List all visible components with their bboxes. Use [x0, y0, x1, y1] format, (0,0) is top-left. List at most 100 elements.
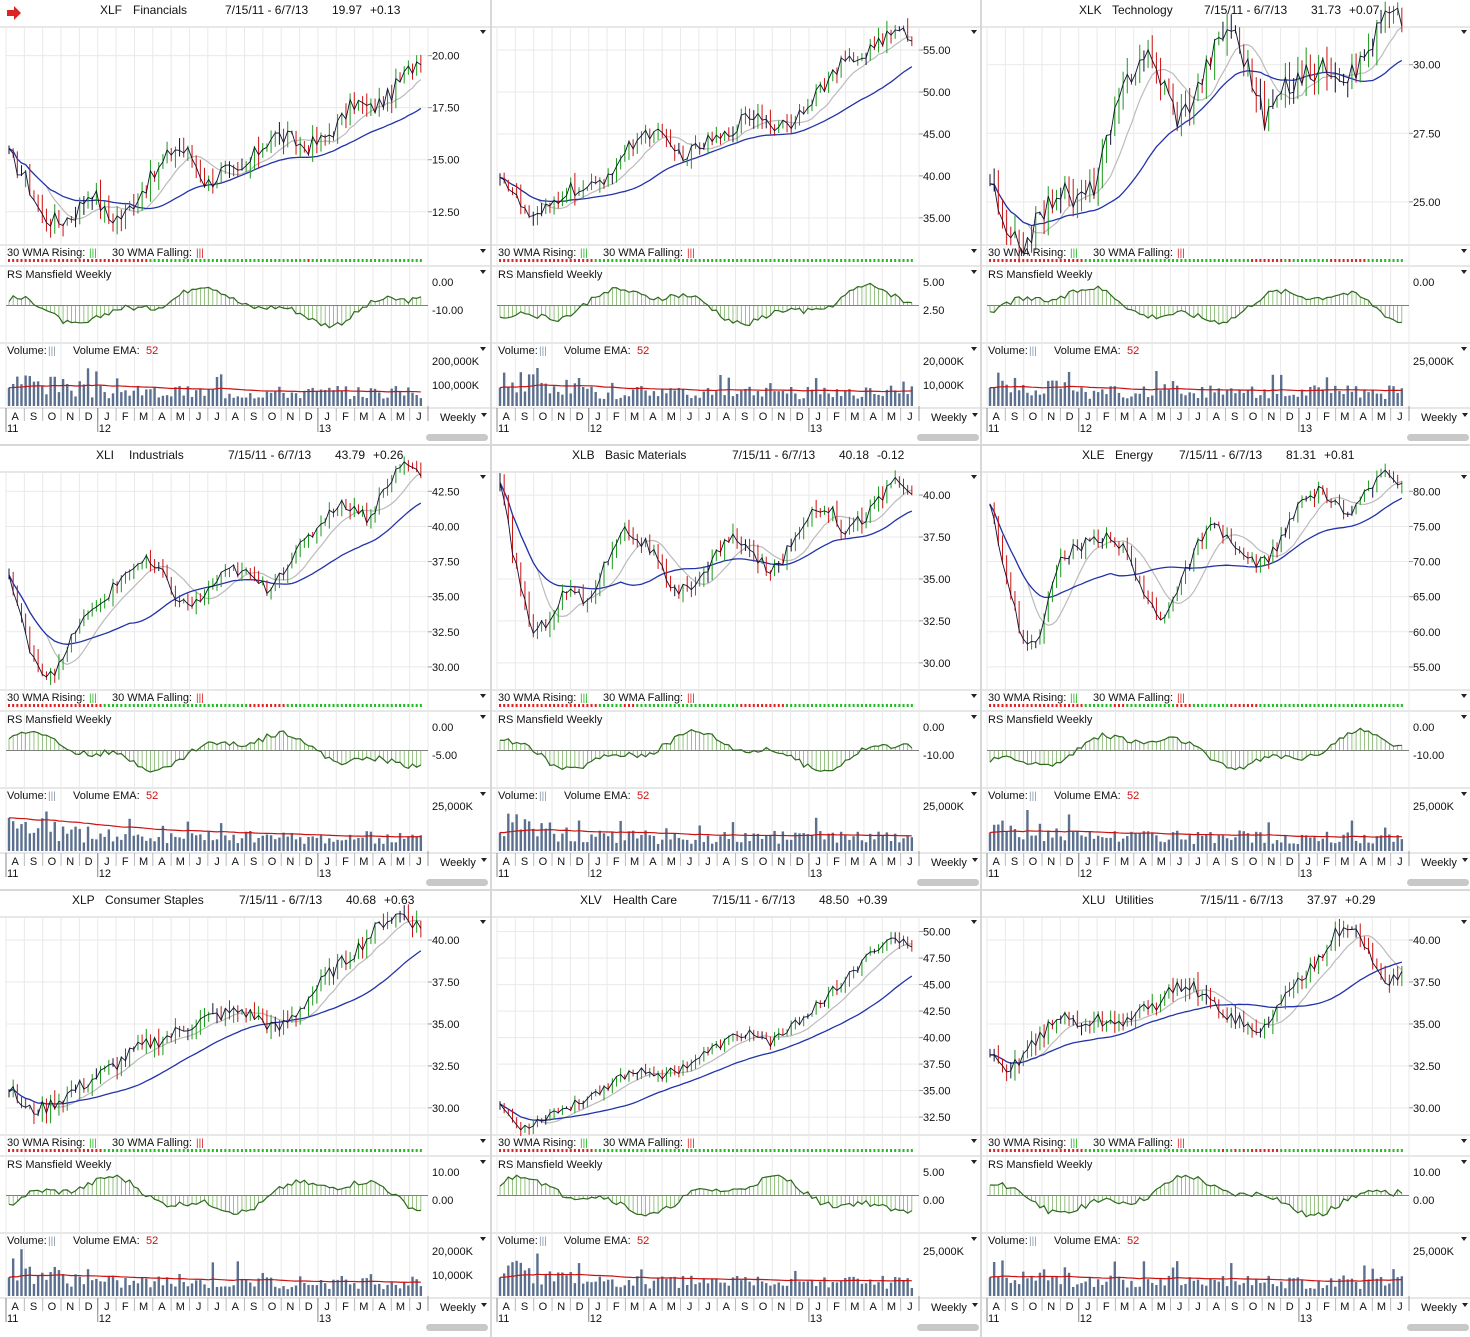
wma-status-dot — [827, 704, 830, 707]
wma-status-dot — [1284, 1149, 1287, 1152]
chart-panel-xli[interactable]: XLI Industrials 7/15/11 - 6/7/13 43.79 +0.26… — [0, 445, 490, 890]
period-selector[interactable]: Weekly — [440, 1302, 476, 1314]
dropdown-icon[interactable] — [481, 858, 487, 862]
row-divider — [0, 444, 1470, 446]
dropdown-icon[interactable] — [1461, 475, 1467, 479]
month-label: N — [557, 856, 565, 868]
horizontal-scrollbar[interactable] — [917, 1324, 979, 1331]
dropdown-icon[interactable] — [971, 920, 977, 924]
chart-panel-xle[interactable]: XLE Energy 7/15/11 - 6/7/13 81.31 +0.81 80.00… — [981, 445, 1470, 890]
volume-bar — [869, 833, 872, 851]
period-selector[interactable]: Weekly — [1421, 1302, 1457, 1314]
wma-status-dot — [661, 704, 664, 707]
volume-bar — [1042, 393, 1046, 406]
dropdown-icon[interactable] — [1461, 920, 1467, 924]
month-label: D — [1066, 411, 1074, 423]
dropdown-icon[interactable] — [481, 413, 487, 417]
horizontal-scrollbar[interactable] — [917, 434, 979, 441]
dropdown-icon[interactable] — [481, 1303, 487, 1307]
chart-svg: XLYConsumer Discretionary7/15/11 - 6/7/1… — [491, 18, 981, 441]
dropdown-icon[interactable] — [971, 475, 977, 479]
dropdown-icon[interactable] — [972, 413, 978, 417]
wma-status-dot — [769, 704, 772, 707]
dropdown-icon[interactable] — [480, 347, 486, 351]
wma-status-dot — [619, 1149, 622, 1152]
volume-bar — [382, 1289, 385, 1296]
dropdown-icon[interactable] — [1461, 30, 1467, 34]
wma-status-dot — [1305, 704, 1308, 707]
dropdown-icon[interactable] — [480, 270, 486, 274]
period-selector[interactable]: Weekly — [440, 857, 476, 869]
dropdown-icon[interactable] — [1462, 858, 1468, 862]
period-selector[interactable]: Weekly — [931, 857, 967, 869]
chart-panel-xlf[interactable]: XLF Financials 7/15/11 - 6/7/13 19.97 +0.13 2… — [0, 0, 490, 445]
horizontal-scrollbar[interactable] — [426, 879, 488, 886]
dropdown-icon[interactable] — [1461, 249, 1467, 253]
dropdown-icon[interactable] — [971, 1139, 977, 1143]
dropdown-icon[interactable] — [1462, 413, 1468, 417]
chart-panel-xlv[interactable]: XLV Health Care 7/15/11 - 6/7/13 48.50 +0.39… — [491, 890, 981, 1335]
volume-bar — [702, 1278, 706, 1296]
dropdown-icon[interactable] — [1461, 1139, 1467, 1143]
volume-bar — [419, 1286, 423, 1296]
wma-status-dot — [286, 1149, 289, 1152]
horizontal-scrollbar[interactable] — [1407, 434, 1469, 441]
dropdown-icon[interactable] — [480, 1139, 486, 1143]
dropdown-icon[interactable] — [1462, 1303, 1468, 1307]
period-selector[interactable]: Weekly — [440, 412, 476, 424]
wma-status-dot — [1084, 259, 1087, 262]
chart-panel-xlb[interactable]: XLB Basic Materials 7/15/11 - 6/7/13 40.18-… — [491, 445, 981, 890]
period-selector[interactable]: Weekly — [931, 412, 967, 424]
period-selector[interactable]: Weekly — [1421, 857, 1457, 869]
wma-status-dot — [1371, 704, 1374, 707]
dropdown-icon[interactable] — [480, 792, 486, 796]
dropdown-icon[interactable] — [971, 792, 977, 796]
horizontal-scrollbar[interactable] — [1407, 879, 1469, 886]
chart-panel-xlp[interactable]: XLP Consumer Staples 7/15/11 - 6/7/13 40.68… — [0, 890, 490, 1335]
dropdown-icon[interactable] — [971, 30, 977, 34]
dropdown-icon[interactable] — [972, 858, 978, 862]
wma-status-dot — [1301, 1149, 1303, 1152]
volume-bar — [1096, 1279, 1100, 1296]
chart-panel-xlk[interactable]: XLK Technology 7/15/11 - 6/7/13 31.73 +0.07 3… — [981, 0, 1470, 445]
wma-status-dot — [265, 704, 268, 707]
chart-panel-xlu[interactable]: XLU Utilities 7/15/11 - 6/7/13 37.97 +0.29 40… — [981, 890, 1470, 1335]
horizontal-scrollbar[interactable] — [1407, 1324, 1469, 1331]
horizontal-scrollbar[interactable] — [426, 434, 488, 441]
dropdown-icon[interactable] — [480, 694, 486, 698]
dropdown-icon[interactable] — [480, 1160, 486, 1164]
wma-status-dot — [519, 704, 522, 707]
dropdown-icon[interactable] — [971, 347, 977, 351]
price-tick-label: 12.50 — [432, 207, 460, 219]
dropdown-icon[interactable] — [971, 249, 977, 253]
period-selector[interactable]: Weekly — [931, 1302, 967, 1314]
wma-status-dot — [161, 259, 164, 262]
dropdown-icon[interactable] — [480, 1237, 486, 1241]
month-label: F — [1103, 856, 1110, 868]
volume-bar — [540, 1284, 543, 1296]
dropdown-icon[interactable] — [480, 475, 486, 479]
period-selector[interactable]: Weekly — [1421, 412, 1457, 424]
dropdown-icon[interactable] — [1461, 1237, 1467, 1241]
dropdown-icon[interactable] — [1461, 347, 1467, 351]
dropdown-icon[interactable] — [1461, 715, 1467, 719]
chart-panel-xly[interactable]: XLYConsumer Discretionary7/15/11 - 6/7/1… — [491, 0, 981, 445]
dropdown-icon[interactable] — [480, 249, 486, 253]
wma-status-dot — [715, 704, 718, 707]
dropdown-icon[interactable] — [971, 1160, 977, 1164]
dropdown-icon[interactable] — [1461, 1160, 1467, 1164]
dropdown-icon[interactable] — [1461, 792, 1467, 796]
dropdown-icon[interactable] — [971, 270, 977, 274]
dropdown-icon[interactable] — [971, 1237, 977, 1241]
horizontal-scrollbar[interactable] — [917, 879, 979, 886]
dropdown-icon[interactable] — [1461, 694, 1467, 698]
dropdown-icon[interactable] — [972, 1303, 978, 1307]
dropdown-icon[interactable] — [1461, 270, 1467, 274]
horizontal-scrollbar[interactable] — [426, 1324, 488, 1331]
dropdown-icon[interactable] — [480, 30, 486, 34]
dropdown-icon[interactable] — [480, 715, 486, 719]
dropdown-icon[interactable] — [480, 920, 486, 924]
dropdown-icon[interactable] — [971, 694, 977, 698]
dropdown-icon[interactable] — [971, 715, 977, 719]
red-arrow-icon[interactable] — [7, 6, 21, 20]
